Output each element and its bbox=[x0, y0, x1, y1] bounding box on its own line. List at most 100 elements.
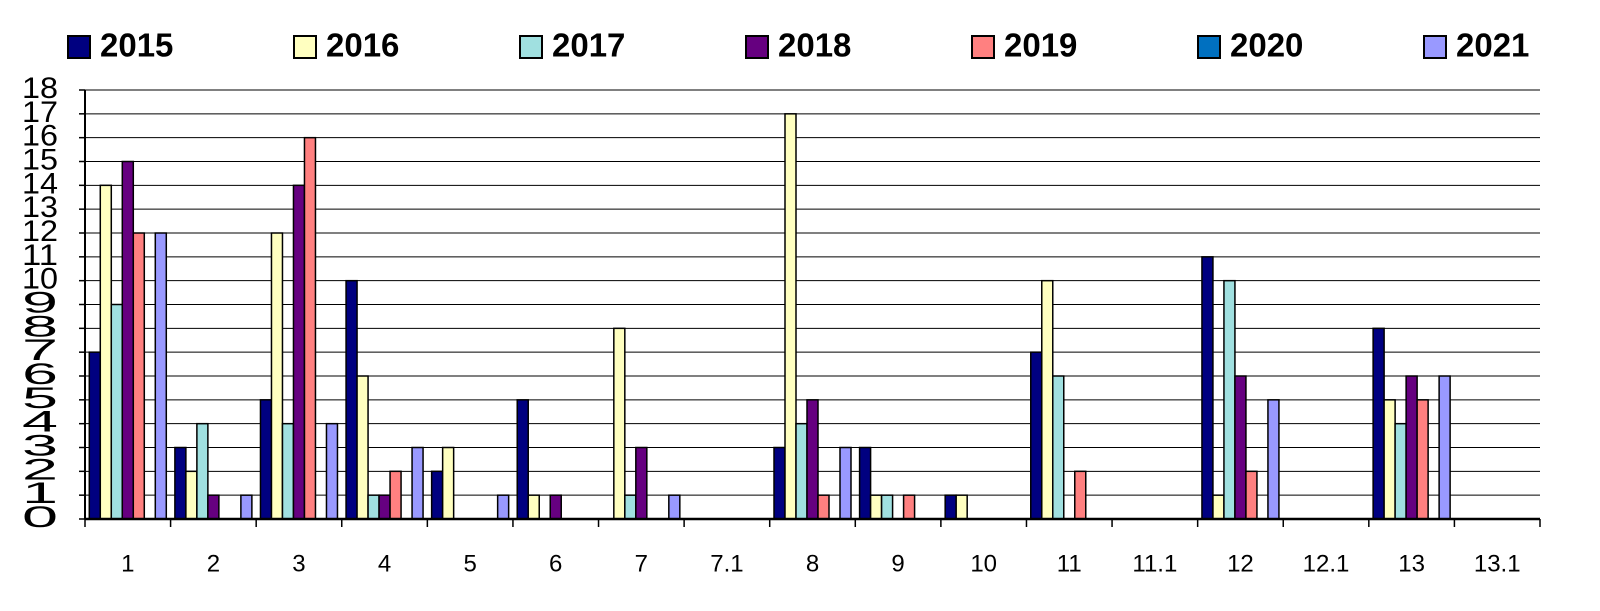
legend-swatch bbox=[745, 35, 769, 59]
legend-label: 2020 bbox=[1230, 27, 1303, 64]
x-tick-label: 1 bbox=[121, 550, 134, 577]
y-tick-label: 18 bbox=[22, 72, 58, 105]
legend-swatch bbox=[67, 35, 91, 59]
y-tick-label: 1 bbox=[22, 477, 58, 510]
y-tick-label: 9 bbox=[22, 286, 58, 319]
legend-label: 2019 bbox=[1004, 27, 1077, 64]
bar bbox=[154, 232, 168, 520]
bar bbox=[1394, 422, 1407, 520]
x-tick-label: 7 bbox=[635, 550, 648, 577]
legend-label: 2017 bbox=[552, 27, 625, 64]
bar bbox=[1234, 375, 1247, 520]
y-tick-label: 16 bbox=[22, 120, 58, 153]
bar bbox=[549, 494, 562, 520]
y-tick-label: 11 bbox=[22, 239, 58, 272]
bar bbox=[389, 470, 402, 520]
x-tick-label: 11.1 bbox=[1132, 550, 1177, 577]
legend-swatch bbox=[971, 35, 995, 59]
x-tick-label: 3 bbox=[292, 550, 305, 577]
legend-swatch bbox=[293, 35, 317, 59]
bar bbox=[88, 351, 102, 520]
bar bbox=[1074, 470, 1087, 520]
bar bbox=[668, 494, 681, 520]
bar bbox=[817, 494, 830, 520]
bar bbox=[1052, 375, 1065, 520]
y-tick-label: 8 bbox=[22, 310, 58, 343]
legend-swatch bbox=[1197, 35, 1221, 59]
bar bbox=[1267, 399, 1280, 520]
x-tick-label: 9 bbox=[891, 550, 904, 577]
bar bbox=[869, 494, 883, 520]
bar bbox=[784, 113, 797, 520]
x-tick-label: 13 bbox=[1398, 550, 1425, 577]
bar bbox=[527, 494, 540, 520]
bar bbox=[207, 494, 220, 520]
y-tick-label: 10 bbox=[22, 263, 58, 296]
legend-swatch bbox=[1423, 35, 1447, 59]
bar bbox=[858, 446, 872, 520]
legend-label: 2015 bbox=[100, 27, 173, 64]
bar bbox=[110, 303, 124, 520]
bar bbox=[1223, 279, 1236, 520]
bar bbox=[1201, 256, 1214, 520]
y-tick-label: 4 bbox=[22, 406, 58, 439]
x-tick-label: 12 bbox=[1227, 550, 1254, 577]
bar bbox=[1372, 327, 1385, 520]
x-tick-label: 4 bbox=[378, 550, 391, 577]
x-tick-label: 12.1 bbox=[1303, 550, 1350, 577]
x-tick-label: 13.1 bbox=[1474, 550, 1521, 577]
bar bbox=[880, 494, 894, 520]
bar bbox=[955, 494, 968, 520]
bar bbox=[121, 160, 135, 520]
x-tick-label: 11 bbox=[1057, 550, 1082, 577]
bar bbox=[174, 446, 187, 520]
bar bbox=[1438, 375, 1451, 520]
bar bbox=[773, 446, 786, 520]
bar bbox=[345, 279, 358, 520]
bar bbox=[367, 494, 380, 520]
y-tick-label: 0 bbox=[22, 501, 58, 534]
bar bbox=[1212, 494, 1225, 520]
bar bbox=[902, 494, 916, 520]
bar bbox=[1405, 375, 1418, 520]
bar bbox=[325, 422, 339, 520]
y-tick-label: 15 bbox=[22, 143, 58, 176]
y-tick-label: 5 bbox=[22, 382, 58, 415]
x-tick-label: 5 bbox=[463, 550, 476, 577]
bar bbox=[303, 136, 317, 520]
bar bbox=[613, 327, 626, 520]
bar bbox=[281, 422, 295, 520]
bar bbox=[270, 232, 284, 520]
legend-label: 2021 bbox=[1456, 27, 1529, 64]
y-tick-label: 17 bbox=[22, 96, 58, 129]
bar bbox=[240, 494, 253, 520]
bar bbox=[795, 422, 808, 520]
x-tick-label: 7.1 bbox=[710, 550, 743, 577]
bar bbox=[196, 422, 209, 520]
bar bbox=[356, 375, 369, 520]
bar bbox=[806, 399, 819, 520]
legend-label: 2018 bbox=[778, 27, 851, 64]
y-tick-label: 14 bbox=[22, 167, 58, 200]
x-tick-label: 2 bbox=[207, 550, 220, 577]
y-tick-label: 13 bbox=[22, 191, 58, 224]
legend-label: 2016 bbox=[326, 27, 399, 64]
y-tick-label: 2 bbox=[22, 453, 58, 486]
bar bbox=[1245, 470, 1258, 520]
bar bbox=[185, 470, 198, 520]
bar bbox=[259, 399, 273, 520]
bar bbox=[635, 446, 648, 520]
x-tick-label: 10 bbox=[970, 550, 997, 577]
bar bbox=[132, 232, 146, 520]
bar bbox=[624, 494, 637, 520]
bar bbox=[496, 494, 510, 520]
bar bbox=[99, 184, 113, 520]
bar bbox=[441, 446, 455, 520]
bar bbox=[944, 494, 957, 520]
bar bbox=[378, 494, 391, 520]
bar bbox=[1041, 279, 1054, 520]
y-tick-label: 7 bbox=[22, 334, 58, 367]
bar bbox=[516, 399, 529, 520]
x-tick-label: 8 bbox=[806, 550, 819, 577]
